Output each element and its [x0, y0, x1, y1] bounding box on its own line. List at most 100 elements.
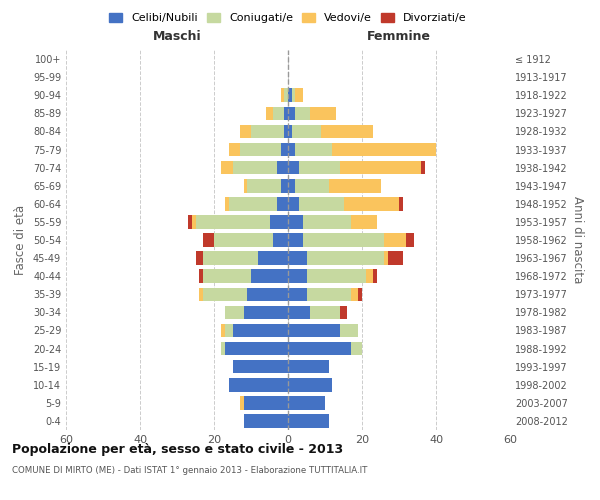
Bar — [251, 270, 288, 283]
Bar — [307, 252, 384, 265]
Bar — [277, 161, 288, 174]
Bar — [281, 88, 284, 102]
Bar — [295, 106, 310, 120]
Bar — [199, 288, 203, 301]
Bar — [303, 233, 384, 247]
Bar — [351, 215, 377, 228]
Bar — [295, 142, 332, 156]
Bar — [288, 161, 299, 174]
Bar — [384, 233, 406, 247]
Bar — [292, 88, 295, 102]
Bar — [299, 197, 343, 210]
Bar — [196, 215, 269, 228]
Bar — [288, 378, 332, 392]
Bar — [322, 124, 373, 138]
Bar — [203, 233, 214, 247]
Bar — [244, 414, 288, 428]
Bar — [221, 342, 225, 355]
Bar — [307, 270, 366, 283]
Bar — [269, 215, 288, 228]
Bar — [299, 161, 340, 174]
Bar — [310, 306, 340, 319]
Bar — [366, 270, 373, 283]
Bar — [247, 288, 288, 301]
Bar — [281, 142, 288, 156]
Bar — [295, 88, 303, 102]
Bar — [229, 378, 288, 392]
Bar — [303, 215, 351, 228]
Bar — [288, 142, 295, 156]
Bar — [358, 288, 362, 301]
Bar — [373, 270, 377, 283]
Bar — [229, 197, 277, 210]
Bar — [288, 288, 307, 301]
Bar — [188, 215, 192, 228]
Bar — [244, 179, 247, 192]
Bar — [251, 124, 284, 138]
Bar — [340, 306, 347, 319]
Bar — [388, 252, 403, 265]
Bar — [244, 306, 288, 319]
Bar — [277, 197, 288, 210]
Bar — [225, 197, 229, 210]
Bar — [288, 106, 295, 120]
Bar — [292, 124, 322, 138]
Bar — [343, 197, 399, 210]
Bar — [225, 342, 288, 355]
Bar — [233, 324, 288, 338]
Bar — [288, 396, 325, 409]
Bar — [288, 306, 310, 319]
Bar — [340, 324, 358, 338]
Bar — [259, 252, 288, 265]
Bar — [266, 106, 273, 120]
Bar — [221, 161, 233, 174]
Text: Femmine: Femmine — [367, 30, 431, 43]
Bar — [284, 106, 288, 120]
Bar — [288, 270, 307, 283]
Bar — [240, 142, 281, 156]
Bar — [288, 88, 292, 102]
Text: Maschi: Maschi — [152, 30, 202, 43]
Bar — [203, 252, 259, 265]
Bar — [203, 270, 251, 283]
Bar — [288, 124, 292, 138]
Bar — [288, 324, 340, 338]
Bar — [288, 215, 303, 228]
Bar — [196, 252, 203, 265]
Bar — [240, 396, 244, 409]
Bar — [273, 233, 288, 247]
Y-axis label: Fasce di età: Fasce di età — [14, 205, 27, 275]
Bar — [225, 306, 244, 319]
Bar — [288, 233, 303, 247]
Bar — [229, 142, 240, 156]
Bar — [284, 88, 288, 102]
Bar — [203, 288, 247, 301]
Bar — [288, 179, 295, 192]
Y-axis label: Anni di nascita: Anni di nascita — [571, 196, 584, 284]
Bar — [384, 252, 388, 265]
Bar — [284, 124, 288, 138]
Bar — [406, 233, 414, 247]
Bar — [329, 179, 380, 192]
Bar — [399, 197, 403, 210]
Bar — [288, 360, 329, 374]
Bar — [244, 396, 288, 409]
Bar — [351, 288, 358, 301]
Bar — [281, 179, 288, 192]
Bar — [273, 106, 284, 120]
Bar — [192, 215, 196, 228]
Bar — [221, 324, 225, 338]
Text: Popolazione per età, sesso e stato civile - 2013: Popolazione per età, sesso e stato civil… — [12, 442, 343, 456]
Bar — [247, 179, 281, 192]
Bar — [288, 252, 307, 265]
Bar — [233, 360, 288, 374]
Bar — [310, 106, 336, 120]
Bar — [340, 161, 421, 174]
Bar — [288, 342, 351, 355]
Bar — [288, 197, 299, 210]
Bar — [288, 414, 329, 428]
Bar — [351, 342, 362, 355]
Bar — [295, 179, 329, 192]
Bar — [225, 324, 233, 338]
Bar — [332, 142, 436, 156]
